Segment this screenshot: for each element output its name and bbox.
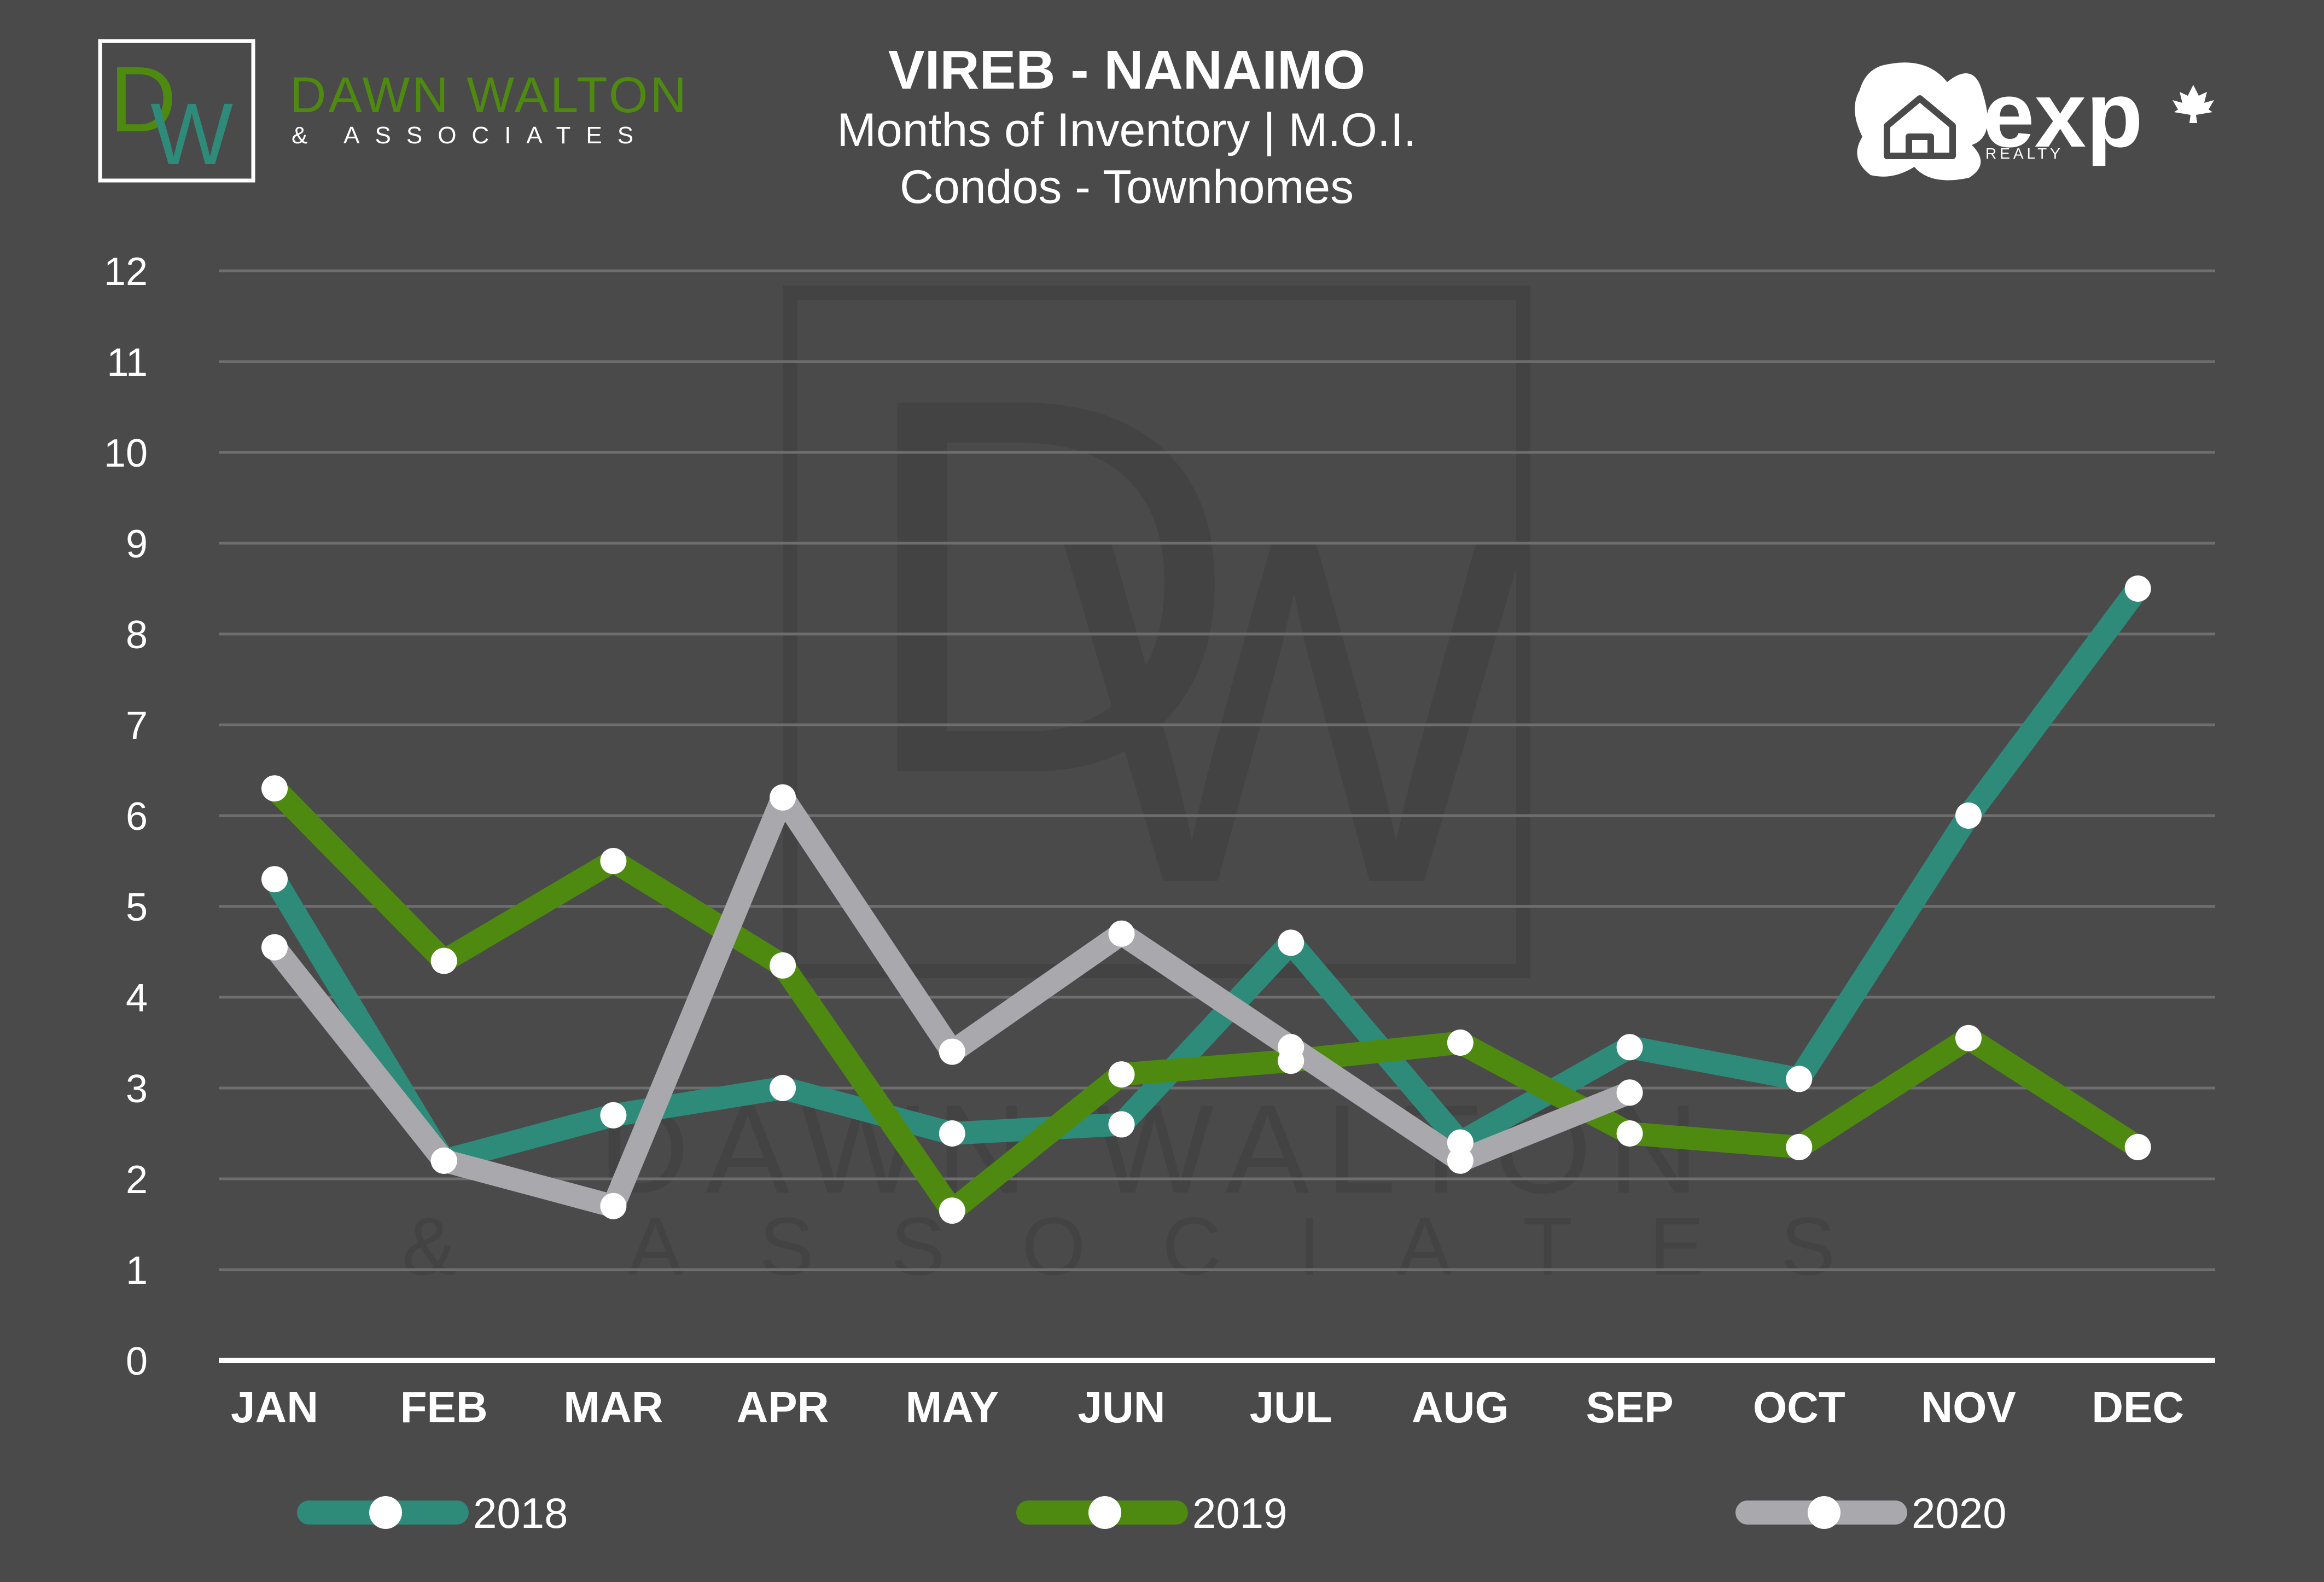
y-tick-label: 3 [126, 1067, 148, 1111]
x-tick-label: FEB [400, 1383, 488, 1432]
logo-frame [98, 39, 255, 183]
logo-monogram-w: W [150, 85, 233, 183]
data-point-2019 [1447, 1030, 1473, 1056]
logo-name: DAWN WALTON [290, 67, 689, 123]
x-tick-label: JUL [1250, 1383, 1332, 1432]
y-tick-label: 1 [126, 1249, 148, 1293]
data-point-2019 [1616, 1120, 1643, 1147]
y-tick-label: 10 [104, 432, 148, 475]
legend-marker-2018 [369, 1496, 402, 1529]
chart-title: VIREB - NANAIMO [888, 39, 1366, 101]
y-tick-label: 2 [126, 1158, 148, 1202]
legend-marker-2019 [1088, 1496, 1121, 1529]
data-point-2018 [1955, 802, 1982, 829]
data-point-2019 [1786, 1133, 1813, 1160]
chart-title-block: VIREB - NANAIMO Months of Inventory | M.… [700, 38, 1553, 216]
y-tick-label: 8 [126, 613, 148, 657]
y-tick-label: 5 [126, 886, 148, 929]
x-tick-label: SEP [1586, 1383, 1674, 1432]
exp-badge-icon [1855, 62, 1988, 181]
data-point-2018 [939, 1120, 965, 1147]
data-point-2019 [2124, 1133, 2151, 1160]
y-tick-label: 11 [107, 341, 148, 385]
watermark-tagline: & ASSOCIATES [402, 1200, 1912, 1292]
exp-realty-label: REALTY [1985, 145, 2064, 162]
data-point-2018 [2124, 575, 2151, 602]
y-tick-label: 4 [126, 976, 148, 1020]
data-point-2020 [1108, 920, 1135, 947]
y-tick-label: 0 [126, 1340, 148, 1383]
logo-monogram-d: D [109, 48, 177, 152]
data-point-2020 [1447, 1147, 1473, 1174]
svg-text:W: W [1061, 435, 1530, 985]
y-tick-label: 6 [126, 795, 148, 839]
data-point-2018 [261, 866, 288, 893]
data-point-2019 [770, 952, 796, 979]
data-point-2019 [430, 947, 457, 974]
watermark-logo: D W DAWN WALTON & ASSOCIATES [402, 286, 1912, 1292]
svg-text:D: D [853, 286, 1240, 885]
dawn-walton-logo: D W DAWN WALTON & ASSOCIATES [98, 39, 689, 183]
exp-realty-logo: exp REALTY [1855, 62, 2214, 181]
series-line-2018 [263, 577, 2150, 1172]
data-point-2018 [1278, 929, 1304, 956]
y-tick-label: 12 [104, 250, 148, 294]
legend-marker-2020 [1808, 1496, 1840, 1529]
series-markers [261, 575, 2151, 1224]
data-point-2019 [261, 775, 288, 802]
data-point-2019 [939, 1197, 965, 1224]
data-point-2019 [600, 848, 627, 874]
data-point-2020 [1616, 1079, 1643, 1106]
y-tick-label: 7 [126, 704, 148, 748]
data-point-2019 [1955, 1025, 1982, 1051]
x-tick-label: NOV [1921, 1383, 2016, 1432]
x-tick-label: JUN [1077, 1383, 1165, 1432]
x-tick-label: MAY [906, 1383, 999, 1432]
maple-leaf-icon [2172, 85, 2214, 123]
data-point-2018 [770, 1075, 796, 1101]
legend-label-2019: 2019 [1192, 1489, 1288, 1537]
data-point-2018 [1786, 1066, 1813, 1092]
chart-subtitle: Months of Inventory | M.O.I. [837, 104, 1417, 156]
legend-label-2020: 2020 [1912, 1489, 2007, 1537]
data-point-2018 [600, 1102, 627, 1129]
x-tick-label: MAR [563, 1383, 663, 1432]
x-tick-label: APR [737, 1383, 829, 1432]
data-point-2020 [1278, 1034, 1304, 1061]
data-point-2020 [600, 1193, 627, 1219]
x-tick-label: DEC [2092, 1383, 2184, 1432]
data-point-2020 [939, 1038, 965, 1065]
x-tick-label: AUG [1412, 1383, 1509, 1432]
exp-wordmark: exp [1983, 63, 2143, 167]
data-point-2018 [1616, 1034, 1643, 1061]
data-point-2020 [430, 1147, 457, 1174]
x-axis-ticks: JAN FEB MAR APR MAY JUN JUL AUG SEP OCT NOV DEC [231, 1383, 2184, 1432]
logo-tagline: & ASSOCIATES [292, 122, 649, 149]
data-point-2019 [1108, 1061, 1135, 1088]
x-tick-label: OCT [1753, 1383, 1845, 1432]
house-icon [1884, 95, 1956, 159]
data-point-2018 [1108, 1111, 1135, 1138]
chart-subtitle-secondary: Condos - Townhomes [899, 161, 1354, 213]
x-tick-label: JAN [231, 1383, 318, 1432]
data-point-2020 [261, 934, 288, 961]
legend: 2018 2019 2020 [297, 1489, 2007, 1537]
data-point-2018 [1447, 1129, 1473, 1156]
y-tick-label: 9 [126, 522, 148, 566]
data-point-2020 [770, 784, 796, 811]
series-line-2019 [263, 777, 2150, 1223]
legend-label-2018: 2018 [473, 1489, 568, 1537]
